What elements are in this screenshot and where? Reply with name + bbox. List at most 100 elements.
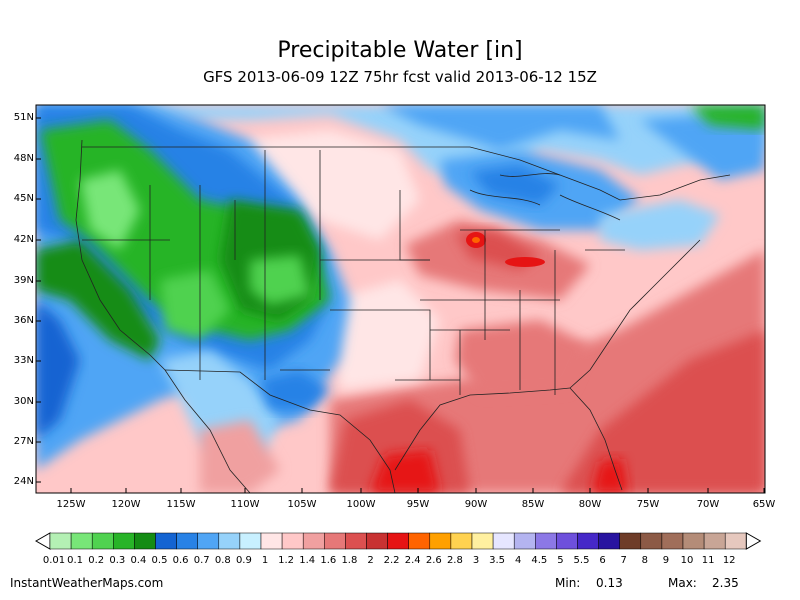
colorbar-tick-label: 10: [680, 555, 694, 566]
colorbar-tick-label: 0.7: [193, 555, 210, 566]
colorbar-swatch: [492, 532, 515, 550]
colorbar-swatch: [91, 532, 114, 550]
lat-label: 27N: [13, 436, 34, 447]
colorbar-tick-label: 0.8: [214, 555, 231, 566]
colorbar-swatch: [218, 532, 241, 550]
colorbar-tick-label: 7: [620, 555, 627, 566]
colorbar-tick-label: 0.6: [172, 555, 189, 566]
colorbar-swatch: [239, 532, 262, 550]
lat-label: 45N: [13, 193, 34, 204]
lon-label: 125W: [56, 499, 86, 510]
colorbar-swatch: [619, 532, 642, 550]
colorbar-swatch: [134, 532, 156, 550]
lon-label: 75W: [636, 499, 660, 510]
colorbar-tick-label: 4.5: [531, 555, 548, 566]
colorbar-tick-label: 6: [599, 555, 606, 566]
max-label: Max:: [668, 576, 697, 590]
lon-label: 90W: [464, 499, 488, 510]
colorbar-swatch: [450, 532, 473, 550]
colorbar-tick-label: 2.4: [404, 555, 421, 566]
colorbar-tick-label: 1.2: [278, 555, 295, 566]
colorbar-swatch: [387, 532, 409, 550]
colorbar-tick-label: 1: [261, 555, 269, 566]
colorbar-tick-label: 2.6: [425, 555, 442, 566]
lat-label: 42N: [13, 234, 34, 245]
colorbar-swatch: [260, 532, 283, 550]
colorbar-tick-label: 3: [472, 555, 480, 566]
min-value: 0.13: [596, 576, 623, 590]
map-title: Precipitable Water [in]: [277, 38, 523, 63]
colorbar-tick-label: 8: [641, 555, 648, 566]
colorbar-tick-label: 0.3: [109, 555, 126, 566]
colorbar-tick-label: 9: [662, 555, 670, 566]
colorbar-swatch: [556, 532, 578, 550]
lon-label: 85W: [521, 499, 545, 510]
colorbar-tick-label: 0.4: [130, 555, 147, 566]
colorbar-tick-label: 5.5: [573, 555, 590, 566]
colorbar-tick-label: 0.5: [151, 555, 168, 566]
colorbar-swatch: [598, 532, 620, 550]
color-scale-bar: [34, 532, 762, 550]
map-subtitle: GFS 2013-06-09 12Z 75hr fcst valid 2013-…: [203, 68, 597, 86]
colorbar-swatch: [471, 532, 494, 550]
colorbar-swatch: [281, 532, 304, 550]
max-value: 2.35: [712, 576, 739, 590]
lat-label: 48N: [13, 153, 34, 164]
colorbar-swatch: [366, 532, 388, 550]
colorbar-swatch: [302, 532, 325, 550]
colorbar-tick-label: 1.6: [320, 555, 337, 566]
colorbar-tick-label: 0.01: [42, 555, 66, 566]
colorbar-swatch: [429, 532, 452, 550]
colorbar-tick-label: 0.1: [67, 555, 84, 566]
lat-label: 51N: [13, 112, 34, 123]
colorbar-swatch: [577, 532, 599, 550]
precip-field: [36, 105, 765, 493]
colorbar-tick-label: 5: [557, 555, 564, 566]
colorbar-tick-label: 0.9: [235, 555, 252, 566]
lat-label: 30N: [13, 396, 34, 407]
min-label: Min:: [555, 576, 581, 590]
lat-label: 33N: [13, 355, 34, 366]
colorbar-swatch: [70, 532, 93, 550]
colorbar-swatch: [197, 532, 220, 550]
colorbar-swatch: [324, 532, 346, 550]
colorbar-swatch: [724, 532, 747, 550]
lat-label: 36N: [13, 315, 34, 326]
colorbar-tick-label: 1.8: [341, 555, 358, 566]
colorbar-swatch: [345, 532, 367, 550]
lon-label: 95W: [406, 499, 430, 510]
lon-label: 70W: [696, 499, 720, 510]
lon-label: 120W: [111, 499, 141, 510]
colorbar-swatch: [535, 532, 557, 550]
site-credit: InstantWeatherMaps.com: [10, 576, 164, 590]
colorbar-tick-label: 2: [367, 555, 374, 566]
colorbar-over-arrow: [745, 532, 762, 550]
colorbar-swatch: [513, 532, 536, 550]
lon-label: 115W: [166, 499, 196, 510]
colorbar-swatch: [408, 532, 431, 550]
colorbar-swatch: [113, 532, 135, 550]
colorbar-swatch: [176, 532, 198, 550]
colorbar-under-arrow: [34, 532, 51, 550]
colorbar-swatch: [155, 532, 177, 550]
colorbar-swatch: [682, 532, 705, 550]
axis-ticks: [36, 117, 765, 493]
lon-label: 65W: [752, 499, 776, 510]
lon-label: 80W: [578, 499, 602, 510]
colorbar-tick-label: 1.4: [299, 555, 316, 566]
colorbar-tick-label: 2.8: [446, 555, 463, 566]
boundary-lines: [75, 139, 731, 493]
lat-label: 24N: [13, 476, 34, 487]
lat-label: 39N: [13, 275, 34, 286]
colorbar-swatch: [49, 532, 72, 550]
colorbar-tick-label: 11: [701, 555, 715, 566]
colorbar-swatch: [640, 532, 663, 550]
lon-label: 100W: [346, 499, 376, 510]
lon-label: 105W: [287, 499, 317, 510]
colorbar-swatch: [703, 532, 726, 550]
colorbar-swatch: [661, 532, 684, 550]
colorbar-tick-label: 4: [515, 555, 522, 566]
colorbar-tick-label: 2.2: [383, 555, 400, 566]
colorbar-tick-label: 3.5: [489, 555, 506, 566]
